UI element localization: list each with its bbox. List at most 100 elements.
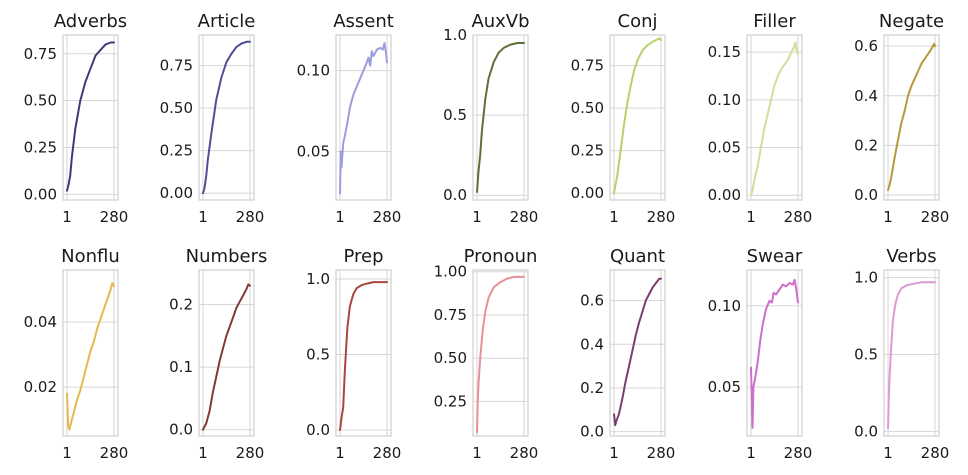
x-tick-label: 280 — [510, 444, 539, 462]
y-tick-label: 0.25 — [434, 392, 467, 410]
x-tick-label: 280 — [647, 208, 676, 226]
y-tick-label: 0.02 — [24, 378, 57, 396]
panel-conj: 0.00 0.25 0.50 0.75 1 280 Conj — [571, 11, 676, 226]
series-line-assent — [339, 42, 388, 195]
series-line-quant — [613, 277, 662, 427]
panel-article: 0.00 0.25 0.50 0.75 1 280 Article — [160, 11, 265, 226]
plot-area — [62, 34, 119, 201]
y-tick-label: 0.0 — [169, 421, 193, 439]
panel-title: Nonflu — [61, 246, 120, 267]
y-tick-label: 0.00 — [571, 184, 604, 202]
series-line-nonflu — [66, 282, 115, 431]
x-tick-label: 280 — [100, 208, 129, 226]
series-line-numbers — [202, 283, 251, 431]
panel-negate: 0.0 0.2 0.4 0.6 1 280 Negate — [854, 11, 949, 226]
y-tick-label: 0.2 — [854, 136, 878, 154]
x-tick-label: 1 — [62, 444, 72, 462]
panel-title: AuxVb — [471, 11, 529, 32]
panel-quant: 0.0 0.2 0.4 0.6 1 280 Quant — [580, 246, 675, 462]
y-tick-label: 0.2 — [169, 295, 193, 313]
plot-area — [472, 34, 529, 201]
x-tick-label: 1 — [198, 444, 208, 462]
y-tick-label: 0.75 — [571, 57, 604, 75]
y-tick-label: 0.50 — [434, 349, 467, 367]
series-line-auxvb — [476, 42, 525, 193]
y-tick-label: 0.75 — [24, 45, 57, 63]
x-tick-label: 280 — [510, 208, 539, 226]
plot-area — [198, 269, 255, 437]
y-tick-label: 0.00 — [160, 184, 193, 202]
y-tick-label: 0.10 — [708, 297, 741, 315]
panel-title: Prep — [343, 246, 383, 267]
x-tick-label: 1 — [746, 444, 756, 462]
series-line-article — [202, 40, 251, 195]
x-tick-label: 1 — [335, 208, 345, 226]
panel-title: Article — [198, 11, 256, 32]
y-tick-label: 0.25 — [571, 142, 604, 160]
panel-adverbs: 0.00 0.25 0.50 0.75 1 280 Adverbs — [24, 11, 129, 226]
y-tick-label: 0.00 — [24, 185, 57, 203]
panel-nonflu: 0.02 0.04 1 280 Nonflu — [24, 246, 129, 462]
panel-filler: 0.00 0.05 0.10 0.15 1 280 Filler — [708, 11, 813, 226]
y-tick-label: 0.0 — [580, 423, 604, 441]
y-tick-label: 0.5 — [443, 106, 467, 124]
y-tick-label: 0.50 — [24, 92, 57, 110]
panel-title: Conj — [618, 11, 658, 32]
panel-verbs: 0.0 0.5 1.0 1 280 Verbs — [854, 246, 949, 462]
x-tick-label: 280 — [784, 208, 813, 226]
y-tick-label: 0.05 — [708, 378, 741, 396]
y-tick-label: 0.4 — [854, 87, 878, 105]
y-tick-label: 0.0 — [443, 186, 467, 204]
y-tick-label: 1.0 — [306, 270, 330, 288]
x-tick-label: 1 — [883, 444, 893, 462]
series-line-verbs — [887, 281, 936, 430]
x-tick-label: 1 — [198, 208, 208, 226]
x-tick-label: 1 — [609, 444, 619, 462]
panel-title: Quant — [610, 246, 665, 267]
series-line-filler — [750, 41, 799, 197]
series-line-pronoun — [476, 275, 525, 434]
plot-area — [746, 269, 803, 437]
panel-title: Assent — [333, 11, 394, 32]
y-tick-label: 0.25 — [24, 139, 57, 157]
panel-numbers: 0.0 0.1 0.2 1 280 Numbers — [169, 246, 267, 462]
plot-area — [883, 269, 940, 437]
panel-swear: 0.05 0.10 1 280 Swear — [708, 246, 813, 462]
panel-title: Adverbs — [54, 11, 127, 32]
panel-title: Negate — [879, 11, 944, 32]
x-tick-label: 280 — [921, 444, 950, 462]
y-tick-label: 0.10 — [297, 62, 330, 80]
y-tick-label: 0.10 — [708, 91, 741, 109]
x-tick-label: 280 — [921, 208, 950, 226]
y-tick-label: 1.0 — [443, 26, 467, 44]
y-tick-label: 0.04 — [24, 313, 57, 331]
y-tick-label: 0.0 — [306, 421, 330, 439]
y-tick-label: 0.25 — [160, 142, 193, 160]
x-tick-label: 1 — [609, 208, 619, 226]
y-tick-label: 0.05 — [297, 142, 330, 160]
x-tick-label: 280 — [236, 444, 265, 462]
y-tick-label: 0.0 — [854, 422, 878, 440]
y-tick-label: 0.5 — [306, 346, 330, 364]
y-tick-label: 0.0 — [854, 186, 878, 204]
panels-group: 0.00 0.25 0.50 0.75 1 280 Adverbs 0.00 0.25 0.50 0… — [24, 11, 950, 462]
plot-area — [335, 34, 392, 201]
y-tick-label: 1.0 — [854, 269, 878, 287]
y-tick-label: 0.2 — [580, 379, 604, 397]
panel-prep: 0.0 0.5 1.0 1 280 Prep — [306, 246, 401, 462]
panel-title: Numbers — [186, 246, 268, 267]
x-tick-label: 1 — [883, 208, 893, 226]
plot-area — [609, 269, 666, 437]
y-tick-label: 0.50 — [160, 99, 193, 117]
series-line-negate — [887, 42, 936, 192]
x-tick-label: 1 — [472, 444, 482, 462]
y-tick-label: 0.05 — [708, 139, 741, 157]
series-line-swear — [750, 278, 799, 429]
y-tick-label: 0.15 — [708, 43, 741, 61]
y-tick-label: 0.6 — [580, 292, 604, 310]
panel-title: Pronoun — [464, 246, 538, 267]
plot-area — [472, 269, 529, 437]
x-tick-label: 280 — [236, 208, 265, 226]
x-tick-label: 1 — [335, 444, 345, 462]
